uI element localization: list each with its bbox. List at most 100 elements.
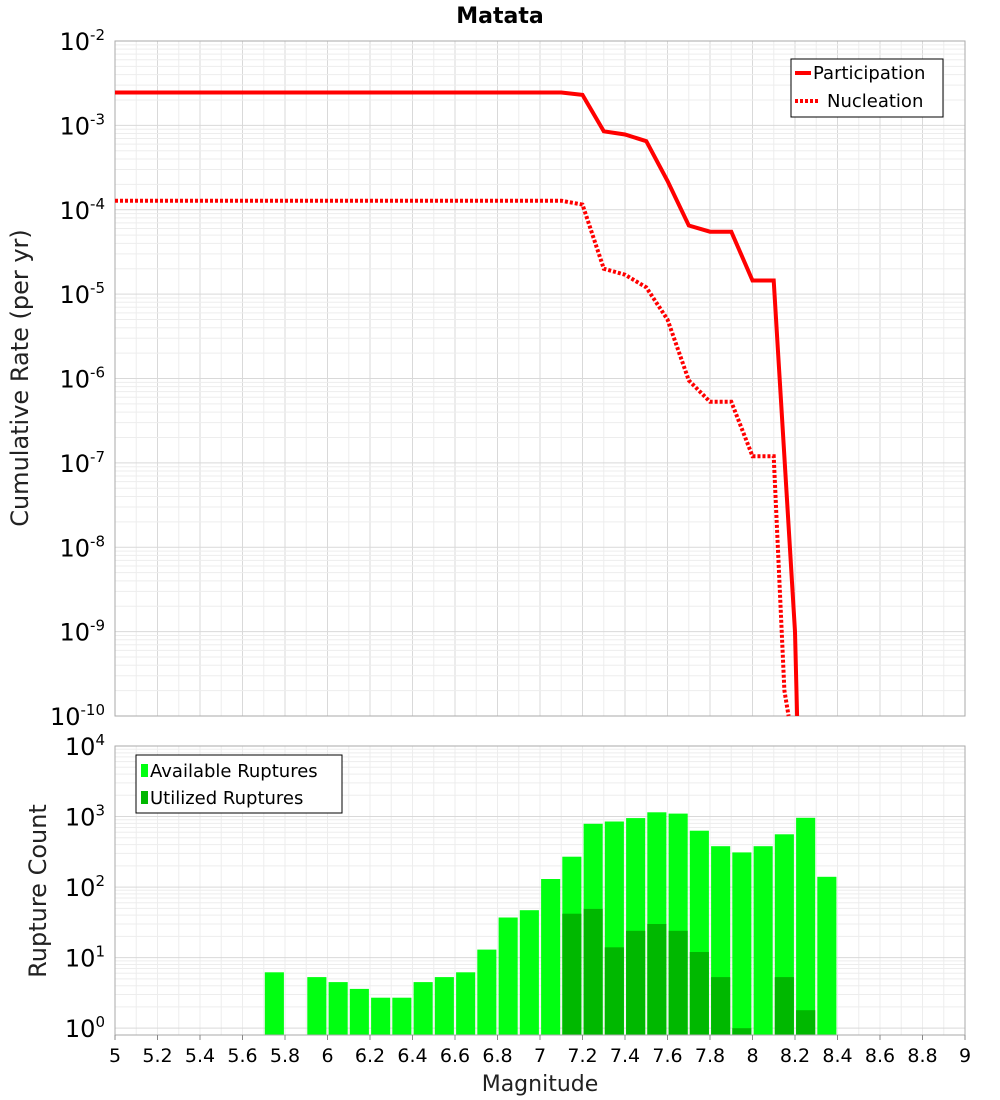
utilized-ruptures-bar [647,924,667,1035]
utilized-ruptures-bar [689,952,709,1035]
rate-y-tick-exp: -10 [81,701,106,719]
count-plot-legend: Available Ruptures Utilized Ruptures [135,754,343,814]
rate-y-tick-exp: -8 [90,532,105,550]
x-tick-label: 7.4 [610,1045,640,1067]
available-ruptures-bar [328,982,348,1035]
count-y-tick-label: 100 [65,1013,105,1043]
rate-y-tick-exp: -3 [90,110,105,128]
count-y-tick-base: 10 [65,1015,96,1043]
x-tick-label: 6.4 [397,1045,427,1067]
rate-plot-y-axis-label: Cumulative Rate (per yr) [6,229,34,527]
available-ruptures-bar [413,982,433,1035]
rate-y-tick-exp: -7 [90,448,105,466]
rate-y-tick-base: 10 [59,197,90,225]
rate-y-tick-label: 10-3 [59,110,105,140]
rate-y-tick-label: 10-10 [50,701,105,731]
count-y-tick-base: 10 [65,945,96,973]
rate-plot-series [115,90,800,717]
count-y-tick-exp: 3 [95,802,105,820]
count-y-tick-base: 10 [65,733,96,761]
utilized-ruptures-bar [626,930,646,1035]
available-ruptures-bar [519,910,539,1035]
available-ruptures-bar [796,817,816,1035]
available-ruptures-bar [307,977,327,1035]
count-plot-x-ticks: 5 5.2 5.4 5.6 5.8 6 6.2 6.4 6.6 6.8 7 7.2 7.4 7.6 7.8 8… [109,1035,971,1067]
rate-plot-frame [114,40,966,717]
x-tick-label: 8.2 [780,1045,810,1067]
rate-y-tick-base: 10 [59,366,90,394]
utilized-ruptures-bar [732,1028,752,1035]
utilized-ruptures-bar [604,947,624,1035]
available-ruptures-bar [477,949,497,1035]
count-y-tick-exp: 1 [95,943,105,961]
series-line-nucleation [115,198,791,717]
count-y-tick-exp: 4 [95,731,105,749]
rate-y-tick-label: 10-7 [59,448,105,478]
rate-y-tick-base: 10 [59,619,90,647]
legend-label-participation: Participation [813,63,925,84]
rate-y-tick-base: 10 [59,281,90,309]
count-y-tick-label: 103 [65,802,105,832]
rate-y-tick-exp: -5 [90,279,105,297]
legend-label-utilized: Utilized Ruptures [150,788,303,809]
utilized-ruptures-bar [796,1010,816,1035]
utilized-ruptures-bar [668,930,688,1035]
x-tick-label: 5.8 [270,1045,300,1067]
utilized-ruptures-bar [562,913,582,1035]
series-line-participation [115,90,800,717]
utilized-ruptures-bar [711,977,731,1035]
rate-plot-y-ticks: 10-210-310-410-510-610-710-810-910-10 [50,26,105,731]
rate-y-tick-base: 10 [59,450,90,478]
rate-y-tick-label: 10-9 [59,617,105,647]
rate-y-tick-exp: -6 [90,364,105,382]
x-tick-label: 8.8 [907,1045,937,1067]
available-ruptures-bars [264,812,837,1035]
x-tick-label: 7 [534,1045,546,1067]
x-tick-label: 6.8 [482,1045,512,1067]
count-plot-y-axis-label: Rupture Count [24,804,52,978]
rate-plot-grid [114,41,966,717]
rate-y-tick-label: 10-5 [59,279,105,309]
rate-y-tick-exp: -9 [90,617,105,635]
available-ruptures-bar [371,997,391,1035]
x-tick-label: 5.6 [227,1045,257,1067]
x-tick-label: 5.2 [142,1045,172,1067]
rate-y-tick-base: 10 [59,112,90,140]
x-tick-label: 8 [746,1045,758,1067]
count-plot-legend-box [135,754,343,814]
available-ruptures-bar [732,852,752,1035]
rate-y-tick-base: 10 [59,28,90,56]
x-tick-label: 7.6 [652,1045,682,1067]
utilized-ruptures-bars [562,908,816,1035]
available-ruptures-bar [264,972,284,1035]
x-tick-label: 7.2 [567,1045,597,1067]
count-y-tick-base: 10 [65,874,96,902]
count-y-tick-label: 102 [65,872,105,902]
available-ruptures-bar [349,988,369,1035]
rate-y-tick-exp: -2 [90,26,105,44]
x-tick-label: 9 [959,1045,971,1067]
x-tick-label: 6.6 [440,1045,470,1067]
rate-y-tick-label: 10-4 [59,195,105,225]
x-tick-label: 6.2 [355,1045,385,1067]
rate-y-tick-label: 10-8 [59,532,105,562]
available-ruptures-bar [541,879,561,1035]
legend-label-nucleation: Nucleation [827,91,923,112]
available-ruptures-bar [498,917,518,1035]
rate-plot: 10-210-310-410-510-610-710-810-910-10 Cu… [6,26,966,731]
x-tick-label: 6 [321,1045,333,1067]
count-y-tick-exp: 0 [95,1013,105,1031]
x-tick-label: 5.4 [185,1045,215,1067]
count-y-tick-label: 104 [65,731,105,761]
available-ruptures-bar [392,997,412,1035]
legend-swatch-utilized [141,791,148,804]
x-tick-label: 8.6 [865,1045,895,1067]
chart-title: Matata [456,4,543,29]
rate-y-tick-base: 10 [50,703,81,731]
rate-y-tick-base: 10 [59,534,90,562]
x-tick-label: 7.8 [695,1045,725,1067]
x-axis-label: Magnitude [482,1072,599,1097]
